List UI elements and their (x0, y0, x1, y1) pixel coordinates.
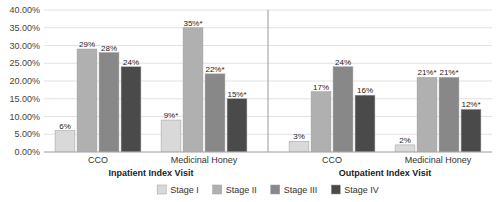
bars (55, 28, 481, 152)
legend-item: Stage I (157, 185, 199, 195)
y-tick-label: 5.00% (14, 129, 40, 139)
grid-line (44, 152, 492, 153)
legend-swatch (271, 185, 280, 194)
section-label: Outpatient Index Visit (339, 168, 431, 178)
data-label: 2% (399, 136, 411, 145)
legend-item: Stage III (271, 185, 318, 195)
data-label: 35%* (183, 19, 202, 28)
bar (205, 74, 225, 152)
data-label: 24% (123, 58, 139, 67)
data-label: 21%* (439, 68, 458, 77)
data-label: 29% (79, 40, 95, 49)
x-tick-label: Medicinal Honey (405, 155, 472, 165)
y-tick-label: 25.00% (9, 58, 40, 68)
data-label: 24% (335, 58, 351, 67)
legend-swatch (331, 185, 340, 194)
legend-label: Stage III (284, 185, 318, 195)
data-label: 3% (293, 132, 305, 141)
x-axis-line (44, 152, 492, 153)
bar (461, 109, 481, 152)
x-tick-label: CCO (88, 155, 108, 165)
bar (227, 99, 247, 152)
legend-label: Stage II (226, 185, 257, 195)
bar (121, 67, 141, 152)
bar (355, 95, 375, 152)
bar (333, 67, 353, 152)
y-tick-label: 40.00% (9, 5, 40, 15)
data-label: 15%* (227, 90, 246, 99)
y-tick-label: 15.00% (9, 94, 40, 104)
y-tick-label: 20.00% (9, 76, 40, 86)
data-labels: 6% 9%* 3% 2% 29% 35%* 17% 21%* 28% 22%* 24% 21%* 24%… (59, 19, 480, 145)
y-tick-label: 30.00% (9, 41, 40, 51)
legend-item: Stage IV (331, 185, 379, 195)
legend-item: Stage II (213, 185, 257, 195)
data-label: 6% (59, 122, 71, 131)
bar (183, 28, 203, 152)
section-divider (268, 10, 269, 152)
legend-label: Stage IV (344, 185, 379, 195)
x-tick-label: CCO (322, 155, 342, 165)
data-label: 9%* (164, 111, 179, 120)
x-tick-label: Medicinal Honey (171, 155, 238, 165)
data-label: 22%* (205, 65, 224, 74)
bar (289, 141, 309, 152)
data-label: 16% (357, 86, 373, 95)
legend-label: Stage I (170, 185, 199, 195)
bar (417, 77, 437, 152)
data-label: 28% (101, 44, 117, 53)
legend: Stage I Stage II Stage III Stage IV (157, 185, 379, 195)
legend-swatch (213, 185, 222, 194)
bar (439, 77, 459, 152)
chart: 0.00% 5.00% 10.00% 15.00% 20.00% 25.00% 30.00%… (0, 0, 500, 202)
data-label: 21%* (417, 68, 436, 77)
grid (44, 10, 492, 152)
y-tick-label: 35.00% (9, 23, 40, 33)
y-tick-label: 0.00% (14, 147, 40, 157)
section-label: Inpatient Index Visit (109, 168, 194, 178)
bar (55, 131, 75, 152)
bar (99, 53, 119, 152)
data-label: 12%* (461, 100, 480, 109)
bar (395, 145, 415, 152)
data-label: 17% (313, 83, 329, 92)
legend-swatch (157, 185, 166, 194)
bar (161, 120, 181, 152)
bar (311, 92, 331, 152)
bar (77, 49, 97, 152)
y-tick-label: 10.00% (9, 112, 40, 122)
